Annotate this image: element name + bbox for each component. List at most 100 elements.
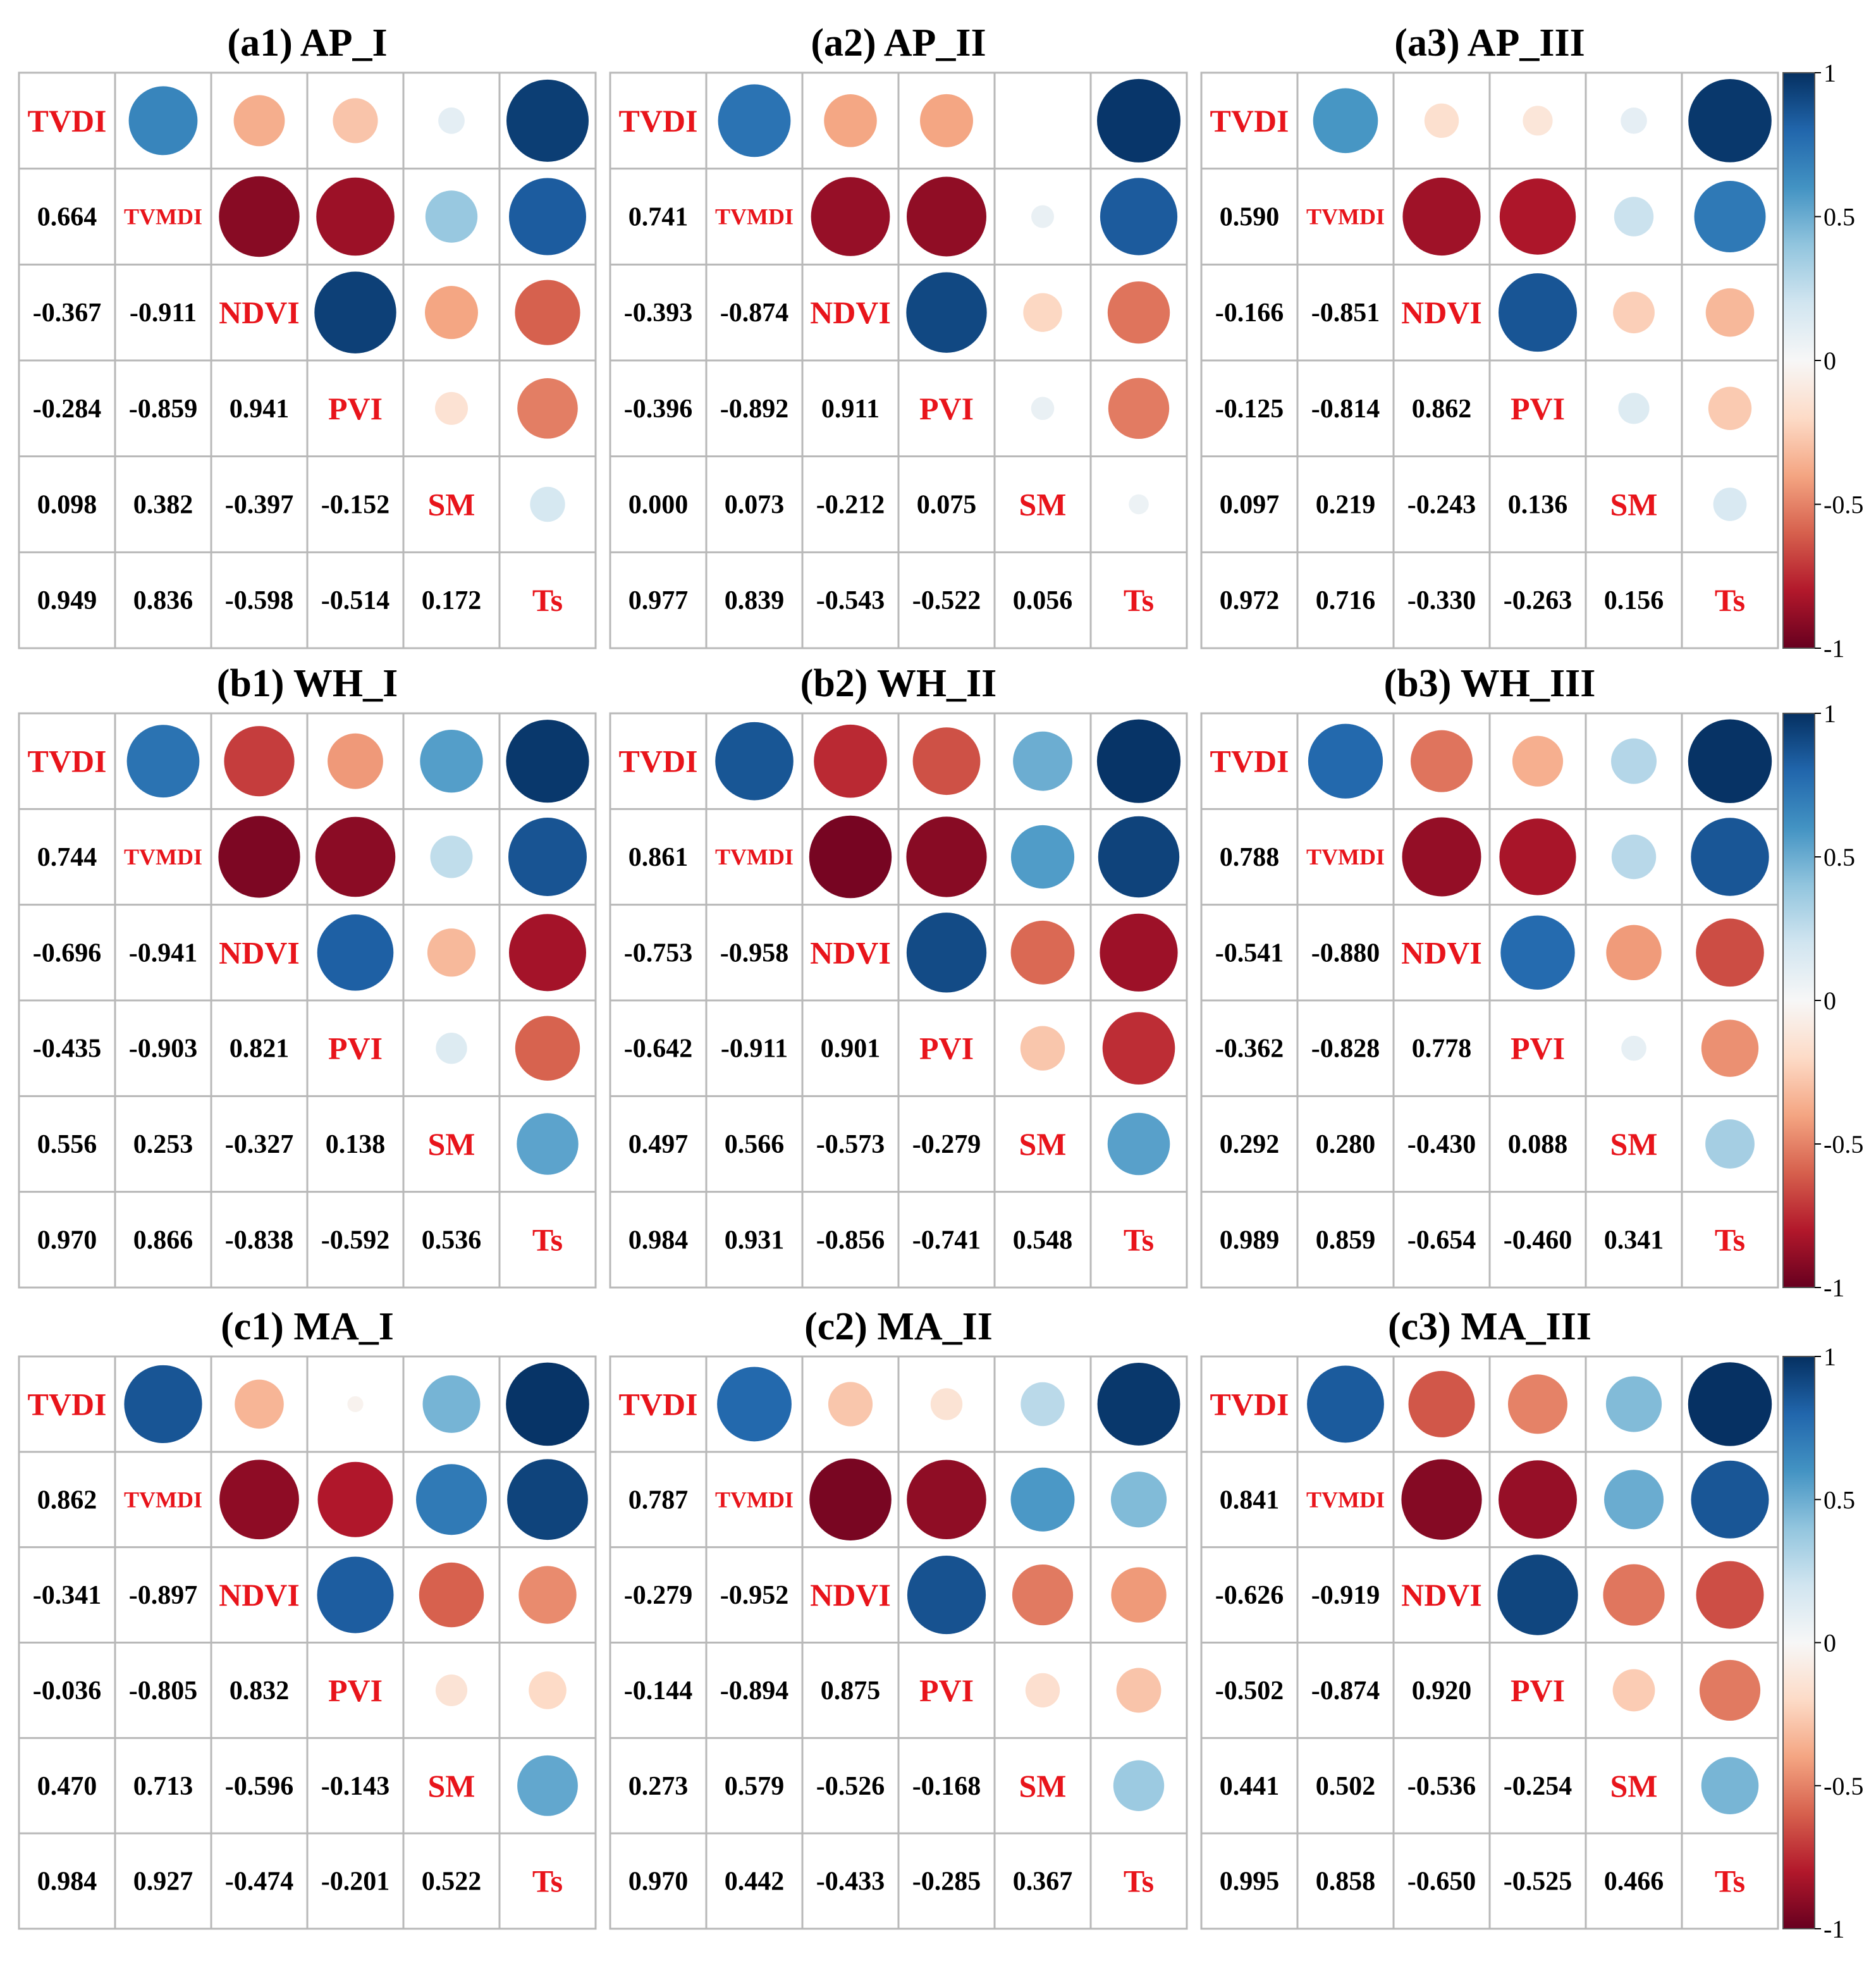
colorbar-tick-label: 0.5 <box>1824 1485 1855 1514</box>
correlation-value: -0.696 <box>33 938 102 968</box>
correlation-circle <box>1020 1026 1065 1071</box>
correlation-circle <box>1611 834 1657 880</box>
correlation-value: 0.497 <box>628 1130 689 1159</box>
correlation-circle <box>912 727 981 796</box>
correlation-circle <box>1113 1760 1165 1811</box>
variable-label: PVI <box>328 1673 383 1708</box>
correlation-circle <box>1110 1472 1167 1528</box>
correlation-circle <box>1012 1564 1074 1626</box>
panel-title: (a2) AP_II <box>811 22 986 65</box>
correlation-value: -0.502 <box>1215 1676 1284 1706</box>
variable-label: PVI <box>328 391 383 426</box>
correlation-value: -0.367 <box>33 298 102 328</box>
correlation-value: -0.894 <box>720 1676 789 1706</box>
correlation-circle <box>1308 723 1383 799</box>
correlation-circle <box>419 1562 484 1628</box>
correlation-circle <box>314 271 396 353</box>
correlation-circle <box>1307 1365 1384 1443</box>
variable-label: NDVI <box>1401 935 1482 970</box>
variable-label: NDVI <box>219 1577 300 1613</box>
correlation-value: -0.650 <box>1407 1867 1476 1896</box>
correlation-value: 0.664 <box>37 203 97 232</box>
correlation-value: -0.330 <box>1407 586 1476 615</box>
variable-label: NDVI <box>1401 295 1482 330</box>
correlation-circle <box>1508 1374 1567 1434</box>
colorbar: 1 0.5 0 -0.5 -1 <box>1782 59 1863 663</box>
correlation-value: -0.897 <box>129 1581 198 1610</box>
correlation-value: 0.995 <box>1220 1867 1280 1896</box>
correlation-value: -0.838 <box>225 1226 294 1255</box>
variable-label: NDVI <box>1401 1577 1482 1613</box>
variable-label: TVDI <box>27 744 106 779</box>
correlation-value: 0.949 <box>37 586 97 615</box>
variable-label: SM <box>428 1126 475 1162</box>
correlation-circle <box>1100 913 1178 992</box>
correlation-value: -0.911 <box>130 298 197 328</box>
correlation-value: 0.097 <box>1220 491 1280 520</box>
correlation-circle <box>1031 397 1055 421</box>
correlation-value: -0.522 <box>912 586 981 615</box>
correlation-circle <box>506 79 589 162</box>
variable-label: PVI <box>1511 1673 1565 1708</box>
correlation-circle <box>506 720 589 803</box>
variable-label: PVI <box>1511 1031 1565 1066</box>
correlation-circle <box>1605 1376 1662 1432</box>
correlation-circle <box>509 178 586 255</box>
colorbar: 1 0.5 0 -0.5 -1 <box>1782 1343 1863 1943</box>
panel-title: (a3) AP_III <box>1394 22 1585 65</box>
correlation-value: -0.263 <box>1504 586 1573 615</box>
correlation-value: -0.874 <box>1311 1676 1380 1706</box>
correlation-value: 0.136 <box>1508 491 1568 520</box>
correlation-value: 0.156 <box>1604 586 1664 615</box>
correlation-value: 0.292 <box>1220 1130 1280 1159</box>
correlation-value: -0.856 <box>816 1226 885 1255</box>
correlation-value: 0.821 <box>230 1035 290 1064</box>
correlation-value: -0.430 <box>1407 1130 1476 1159</box>
correlation-value: -0.143 <box>321 1772 390 1801</box>
correlation-circle <box>425 190 478 243</box>
correlation-circle <box>1612 1669 1655 1712</box>
variable-label: TVDI <box>1210 744 1289 779</box>
correlation-value: 0.219 <box>1316 491 1376 520</box>
variable-label: TVDI <box>618 744 697 779</box>
correlation-circle <box>1500 915 1575 990</box>
correlation-value: 0.367 <box>1013 1867 1073 1896</box>
correlation-circle <box>907 1555 986 1635</box>
correlation-circle <box>507 1459 588 1540</box>
correlation-circle <box>1107 281 1170 344</box>
correlation-circle <box>811 177 890 256</box>
variable-label: SM <box>1019 1126 1067 1162</box>
colorbar-tick-label: 1 <box>1824 1343 1836 1371</box>
correlation-circle <box>1499 273 1577 352</box>
correlation-value: 0.858 <box>1316 1867 1376 1896</box>
correlation-value: -0.919 <box>1311 1581 1380 1610</box>
correlation-circle <box>1701 1019 1759 1077</box>
correlation-value: -0.525 <box>1504 1867 1573 1896</box>
correlation-value: 0.859 <box>1316 1226 1376 1255</box>
correlation-circle <box>930 1388 963 1420</box>
correlation-circle <box>1499 178 1576 255</box>
correlation-circle <box>1013 731 1072 791</box>
correlation-circle <box>1096 719 1181 803</box>
correlation-circle <box>224 726 295 797</box>
correlation-value: 0.000 <box>628 491 689 520</box>
correlation-circle <box>1499 1460 1577 1539</box>
variable-label: TVMDI <box>1306 204 1385 230</box>
correlation-value: -0.892 <box>720 395 789 424</box>
correlation-value: 0.970 <box>628 1867 689 1896</box>
correlation-circle <box>906 272 987 353</box>
correlation-circle <box>1621 108 1647 134</box>
correlation-circle <box>425 286 478 340</box>
variable-label: TVDI <box>27 1386 106 1422</box>
correlation-circle <box>1424 103 1459 138</box>
correlation-circle <box>1691 1460 1769 1539</box>
correlation-value: -0.851 <box>1311 298 1380 328</box>
variable-label: Ts <box>532 1864 563 1899</box>
colorbar-gradient <box>1782 72 1815 649</box>
variable-label: SM <box>1019 487 1067 522</box>
variable-label: NDVI <box>219 935 300 970</box>
correlation-circle <box>517 378 578 439</box>
colorbar-tick-label: -0.5 <box>1824 491 1863 519</box>
correlation-circle <box>1499 818 1576 895</box>
